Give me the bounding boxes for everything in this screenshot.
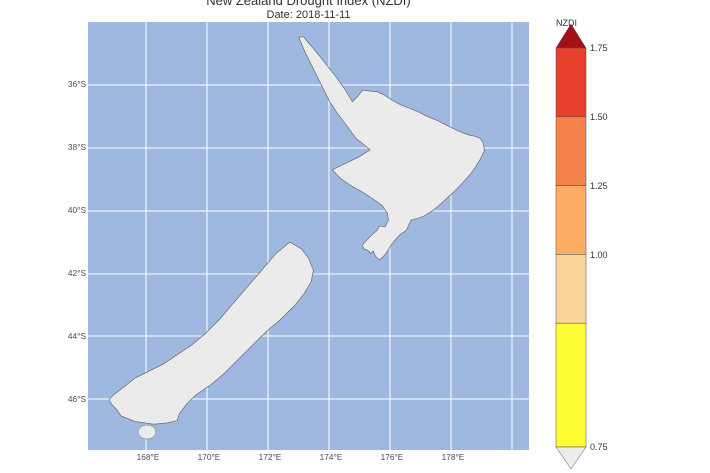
svg-text:1.75: 1.75 bbox=[590, 43, 608, 53]
svg-text:1.50: 1.50 bbox=[590, 112, 608, 122]
svg-text:1.00: 1.00 bbox=[590, 250, 608, 260]
svg-text:1.25: 1.25 bbox=[590, 181, 608, 191]
svg-text:0.75: 0.75 bbox=[590, 442, 608, 452]
